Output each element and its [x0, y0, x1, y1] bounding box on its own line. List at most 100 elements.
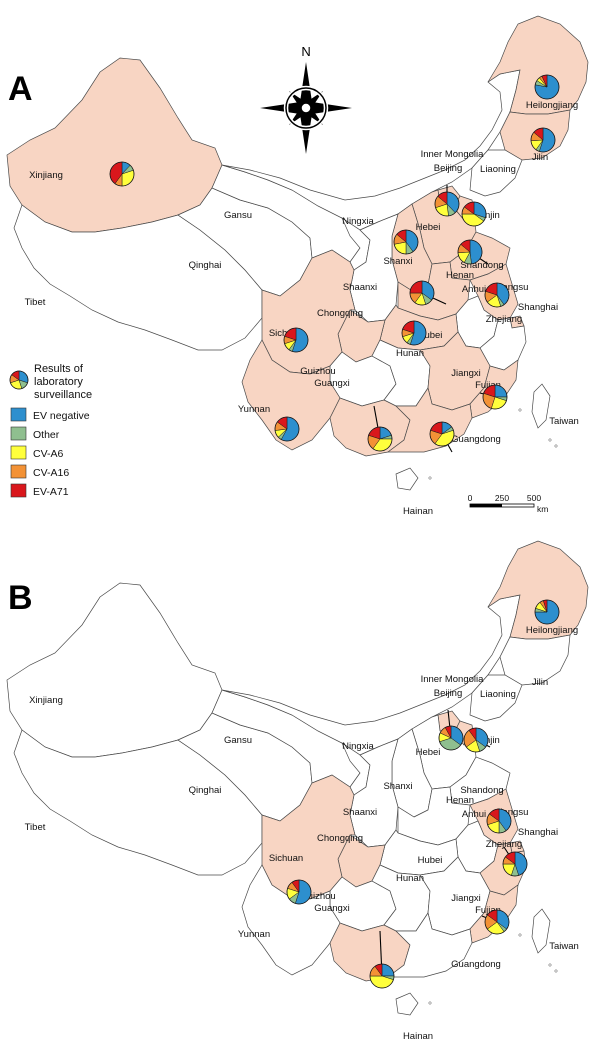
panel-b: Xinjiang Tibet Qinghai Gansu Inner Mongolia H… — [6, 540, 589, 1042]
label-gansu: Gansu — [224, 735, 252, 746]
island-marker — [548, 438, 552, 442]
label-guangdong: Guangdong — [451, 434, 501, 445]
label-yunnan: Yunnan — [238, 929, 270, 940]
label-ningxia: Ningxia — [342, 216, 374, 227]
pie-outline-chongqing — [286, 879, 312, 905]
pie-outline-heilongjiang — [534, 74, 560, 100]
pie-charts — [109, 74, 560, 452]
pie-fujian — [482, 384, 508, 410]
pie-outline-shanxi — [393, 229, 419, 255]
label-ningxia: Ningxia — [342, 741, 374, 752]
island-marker — [554, 969, 558, 973]
pie-xinjiang — [109, 161, 135, 187]
pie-outline-yunnan — [274, 416, 300, 442]
label-tibet: Tibet — [25, 297, 46, 308]
pie-outline-fujian — [484, 909, 510, 935]
pie-guangxi — [367, 426, 393, 452]
province-labels: Xinjiang Tibet Qinghai Gansu Inner Mongolia H… — [25, 625, 579, 1042]
label-xinjiang: Xinjiang — [29, 170, 63, 181]
province-polygons — [6, 540, 589, 1016]
label-jilin: Jilin — [532, 677, 548, 688]
label-shanxi: Shanxi — [383, 256, 412, 267]
legend-label-ev-negative: EV negative — [33, 410, 90, 422]
pie-outline-shandong — [457, 239, 483, 265]
scale-tick-label: 250 — [495, 493, 509, 503]
pie-outline-heilongjiang — [534, 599, 560, 625]
pie-beijing — [438, 725, 464, 751]
legend-label-cv-a16: CV-A16 — [33, 467, 69, 479]
province-taiwan — [531, 908, 551, 954]
pie-zhejiang — [502, 851, 528, 877]
north-arrow-compass-icon: N — [260, 44, 352, 154]
legend-swatch-ev-a71 — [10, 483, 27, 498]
scale-tick-label: 500 — [527, 493, 541, 503]
label-taiwan: Taiwan — [549, 416, 579, 427]
pie-chongqing — [286, 879, 312, 905]
pie-outline-beijing — [438, 725, 464, 751]
label-shandong: Shandong — [460, 785, 503, 796]
pie-henan — [409, 280, 435, 306]
province-liaoning — [469, 674, 523, 722]
pie-outline-guangxi — [369, 963, 395, 989]
label-yunnan: Yunnan — [238, 404, 270, 415]
legend-title-line: Results of — [34, 363, 84, 375]
label-hunan: Hunan — [396, 873, 424, 884]
label-shanxi: Shanxi — [383, 781, 412, 792]
province-jilin — [499, 634, 571, 686]
island-marker — [554, 444, 558, 448]
pie-outline-guangdong — [429, 421, 455, 447]
label-shanghai: Shanghai — [518, 302, 558, 313]
pie-outline-fujian — [482, 384, 508, 410]
label-heilongjiang: Heilongjiang — [526, 100, 578, 111]
label-shandong: Shandong — [460, 260, 503, 271]
label-liaoning: Liaoning — [480, 689, 516, 700]
island-marker — [428, 476, 432, 480]
label-jiangsu: Jiangsu — [496, 807, 529, 818]
pie-tianjin — [463, 727, 489, 753]
label-hebei: Hebei — [416, 747, 441, 758]
pie-legend-sample — [9, 370, 29, 390]
legend-label-cv-a6: CV-A6 — [33, 448, 64, 460]
label-gansu: Gansu — [224, 210, 252, 221]
label-hainan: Hainan — [403, 1031, 433, 1042]
province-heilongjiang — [487, 540, 589, 640]
pie-outline-tianjin — [463, 727, 489, 753]
label-liaoning: Liaoning — [480, 164, 516, 175]
label-hunan: Hunan — [396, 348, 424, 359]
pie-outline-legend-sample — [9, 370, 29, 390]
label-anhui: Anhui — [462, 809, 486, 820]
label-xinjiang: Xinjiang — [29, 695, 63, 706]
pie-outline-hubei — [401, 320, 427, 346]
pie-outline-guangxi — [367, 426, 393, 452]
pie-heilongjiang — [534, 74, 560, 100]
label-heilongjiang: Heilongjiang — [526, 625, 578, 636]
pie-outline-zhejiang — [502, 851, 528, 877]
pie-guangdong — [429, 421, 455, 447]
label-tibet: Tibet — [25, 822, 46, 833]
province-hainan — [395, 992, 419, 1016]
island-marker — [518, 933, 522, 937]
label-hubei: Hubei — [418, 855, 443, 866]
legend-label-other: Other — [33, 429, 60, 441]
island-marker — [428, 1001, 432, 1005]
label-jilin: Jilin — [532, 152, 548, 163]
label-hainan: Hainan — [403, 506, 433, 517]
label-chongqing: Chongqing — [317, 308, 363, 319]
province-yunnan — [241, 339, 341, 451]
province-taiwan — [531, 383, 551, 429]
pie-outline-henan — [409, 280, 435, 306]
label-inner-mongolia: Inner Mongolia — [421, 674, 485, 685]
legend-swatch-cv-a6 — [10, 445, 27, 460]
label-hubei: Hubei — [418, 330, 443, 341]
label-taiwan: Taiwan — [549, 941, 579, 952]
label-hebei: Hebei — [416, 222, 441, 233]
label-fujian: Fujian — [475, 905, 501, 916]
province-polygons — [6, 15, 589, 491]
label-guangxi: Guangxi — [314, 903, 349, 914]
label-qinghai: Qinghai — [189, 785, 222, 796]
pie-fujian — [484, 909, 510, 935]
label-chongqing: Chongqing — [317, 833, 363, 844]
